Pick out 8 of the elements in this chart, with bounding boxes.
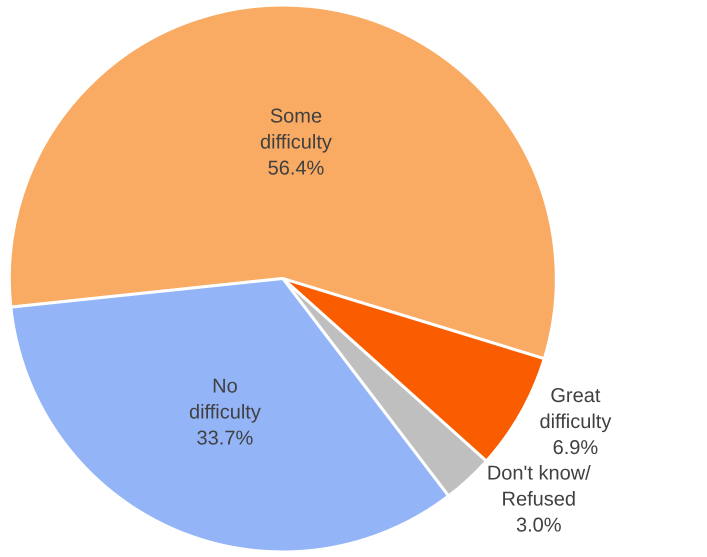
data-label: 33.7% [196,428,254,450]
slice-label: No difficulty [188,376,261,424]
data-label: 56.4% [268,157,325,180]
slice-label: Don't know/Refused [486,462,592,510]
data-label: 3.0% [516,514,562,536]
slice-label: Some difficulty [260,105,332,154]
slice-label: Great difficulty [539,384,612,433]
data-label: 6.9% [552,436,598,459]
